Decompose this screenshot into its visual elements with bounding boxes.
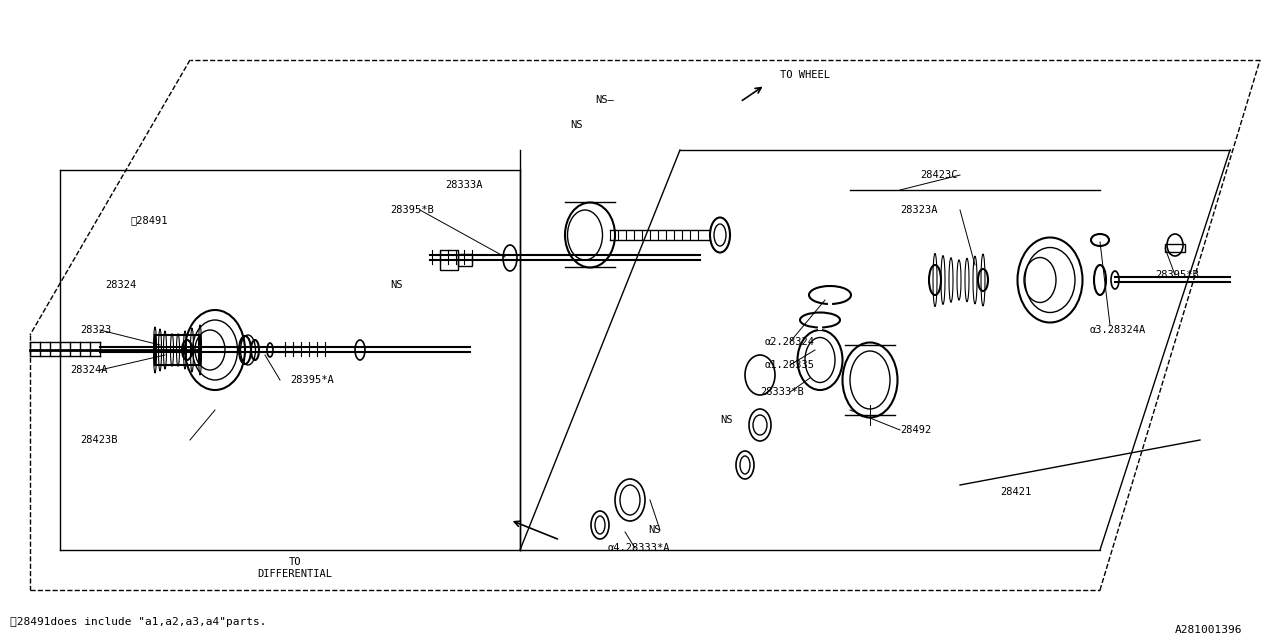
Text: NS: NS: [570, 120, 582, 130]
Text: 28323A: 28323A: [900, 205, 937, 215]
Text: 28423C: 28423C: [920, 170, 957, 180]
Text: 28395*B: 28395*B: [1155, 270, 1199, 280]
Text: NS: NS: [390, 280, 402, 290]
Text: α3.28324A: α3.28324A: [1091, 325, 1147, 335]
Bar: [440, 250, 458, 270]
Text: NS—: NS—: [595, 95, 613, 105]
Text: 28492: 28492: [900, 425, 932, 435]
Text: NS: NS: [721, 415, 732, 425]
Text: 28333A: 28333A: [445, 180, 483, 190]
Text: 28323: 28323: [81, 325, 111, 335]
Bar: [458, 254, 472, 266]
Text: 28395*A: 28395*A: [291, 375, 334, 385]
Text: NS: NS: [648, 525, 660, 535]
Text: ※28491: ※28491: [131, 215, 168, 225]
Text: TO WHEEL: TO WHEEL: [780, 70, 829, 80]
Text: 28333*B: 28333*B: [760, 387, 804, 397]
Text: 28324A: 28324A: [70, 365, 108, 375]
Text: A281001396: A281001396: [1175, 625, 1243, 635]
Text: α1.28335: α1.28335: [765, 360, 815, 370]
Text: α2.28324: α2.28324: [765, 337, 815, 347]
Text: 28423B: 28423B: [81, 435, 118, 445]
Text: 28324: 28324: [105, 280, 136, 290]
Text: 28395*B: 28395*B: [390, 205, 434, 215]
Bar: [1165, 244, 1185, 252]
Text: α4.28333*A: α4.28333*A: [608, 543, 671, 553]
Text: 28421: 28421: [1000, 487, 1032, 497]
Text: TO
DIFFERENTIAL: TO DIFFERENTIAL: [257, 557, 333, 579]
Text: ※28491does include "a1,a2,a3,a4"parts.: ※28491does include "a1,a2,a3,a4"parts.: [10, 617, 266, 627]
